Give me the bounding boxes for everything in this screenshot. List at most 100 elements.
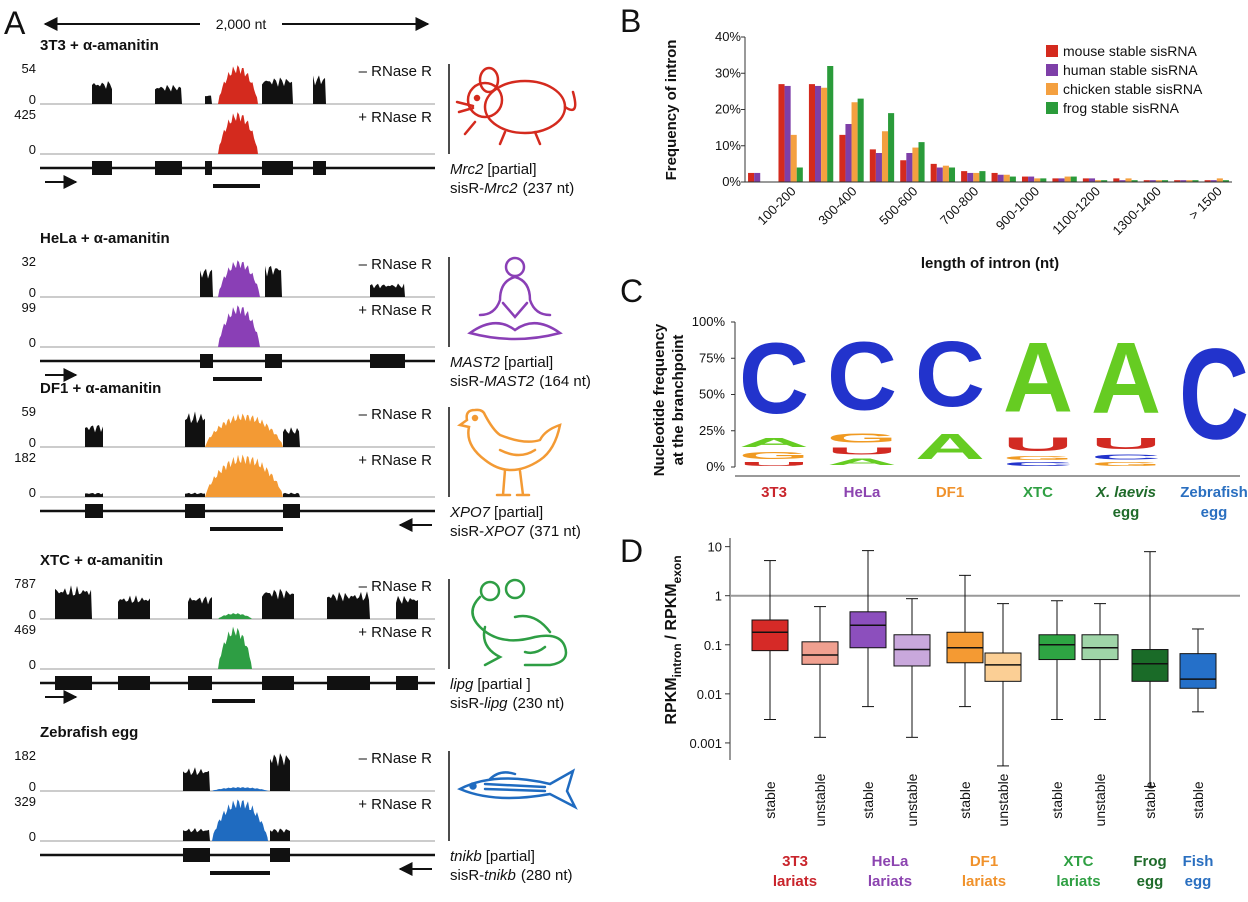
exon <box>265 354 282 368</box>
bar <box>936 167 943 182</box>
y-tick-label: 40% <box>715 29 741 44</box>
exon <box>55 676 92 690</box>
y-tick-label: 25% <box>699 423 725 438</box>
bar <box>1021 176 1029 182</box>
x-axis-label: length of intron (nt) <box>921 255 1059 272</box>
gene-name: tnikb <box>450 848 482 865</box>
y-tick-label: 0.001 <box>689 736 722 751</box>
category-label: X. laevis <box>1095 484 1156 501</box>
icon-part <box>471 595 568 667</box>
row-max-label: 182 <box>14 450 36 465</box>
exon-coverage <box>118 595 150 619</box>
row-min-label: 0 <box>29 285 36 300</box>
exon-coverage <box>85 492 103 497</box>
exon-coverage <box>270 753 290 791</box>
exon <box>270 848 290 862</box>
bar <box>815 85 822 182</box>
legend-label: chicken stable sisRNA <box>1063 81 1203 97</box>
exon <box>155 161 182 175</box>
bar <box>1131 180 1138 182</box>
box <box>801 641 839 665</box>
row-max-label: 329 <box>14 794 36 809</box>
box-category: unstable <box>995 773 1011 826</box>
category-label: egg <box>1113 504 1140 521</box>
y-tick-label: 20% <box>715 102 741 117</box>
bar <box>790 134 797 182</box>
exon <box>327 676 370 690</box>
box-category: stable <box>1142 781 1158 819</box>
bar <box>1174 180 1181 182</box>
exon <box>188 676 212 690</box>
sisr-prefix: sisR- <box>450 695 484 712</box>
sisr-length: (371 nt) <box>529 523 581 540</box>
bar <box>979 171 986 182</box>
bar <box>918 142 925 182</box>
row-min-label: 0 <box>29 657 36 672</box>
x-tick-label: > 1500 <box>1186 184 1225 223</box>
sisr-peak <box>218 260 260 297</box>
sisr-length: (237 nt) <box>523 180 575 197</box>
sisr-length: (164 nt) <box>539 373 591 390</box>
box <box>849 611 887 649</box>
icon-part <box>471 414 479 422</box>
category-label: Zebrafish <box>1180 484 1248 501</box>
box-category: stable <box>762 781 778 819</box>
logo-letter: U <box>827 445 897 457</box>
exon <box>396 676 418 690</box>
y-tick-label: 10% <box>715 138 741 153</box>
exon-coverage <box>205 95 212 104</box>
panel-label: B <box>620 3 641 39</box>
category-label: egg <box>1201 504 1228 521</box>
sisr-peak <box>205 454 283 497</box>
box <box>1179 653 1217 689</box>
sisr-label: sisR-XPO7 (371 nt) <box>450 523 581 540</box>
sisr-peak <box>218 613 252 619</box>
y-tick-label: 0.1 <box>704 638 722 653</box>
y-tick-label: 10 <box>708 540 722 555</box>
track-title: HeLa + α-amanitin <box>40 230 170 247</box>
panel-label: D <box>620 533 643 569</box>
group-label: egg <box>1137 873 1164 890</box>
bar <box>961 171 968 182</box>
exon-coverage <box>92 81 112 104</box>
gene-name: Mrc2 <box>450 161 484 178</box>
logo-letter: G <box>827 431 897 446</box>
icon-part <box>478 66 500 94</box>
exon <box>313 161 326 175</box>
sisr-prefix: sisR- <box>450 180 484 197</box>
group-label: lariats <box>962 873 1006 890</box>
logo-letter: C <box>1003 461 1073 467</box>
organism-icon <box>455 66 577 146</box>
group-label: HeLa <box>872 853 909 870</box>
sisr-length: (280 nt) <box>521 867 573 884</box>
bar <box>1161 180 1169 182</box>
legend-swatch <box>1046 83 1058 95</box>
icon-part <box>504 578 526 600</box>
x-tick-label: 500-600 <box>876 184 920 228</box>
exon-coverage <box>183 827 210 841</box>
box-category: stable <box>1049 781 1065 819</box>
bar <box>948 167 956 182</box>
sisr-bar <box>213 184 260 188</box>
sisr-bar <box>210 527 283 531</box>
row-min-label: 0 <box>29 435 36 450</box>
sisr-gene: MAST2 <box>484 373 535 390</box>
icon-part <box>563 90 577 112</box>
exon-coverage <box>283 492 300 497</box>
bar <box>1216 178 1223 182</box>
logo-letter: C <box>1091 452 1161 461</box>
gene-note: [partial ] <box>477 676 530 693</box>
bar <box>1125 178 1132 182</box>
icon-part <box>455 66 577 146</box>
row-min-label: 0 <box>29 607 36 622</box>
box <box>893 634 931 667</box>
exon-coverage <box>185 492 205 497</box>
category-label: XTC <box>1023 484 1053 501</box>
exon <box>205 161 212 175</box>
logo-letter: A <box>1003 321 1073 433</box>
bar <box>1034 178 1041 182</box>
bar <box>851 102 858 182</box>
bar <box>1180 180 1187 182</box>
exon <box>262 676 294 690</box>
gene-label: lipg [partial ] <box>450 676 531 693</box>
